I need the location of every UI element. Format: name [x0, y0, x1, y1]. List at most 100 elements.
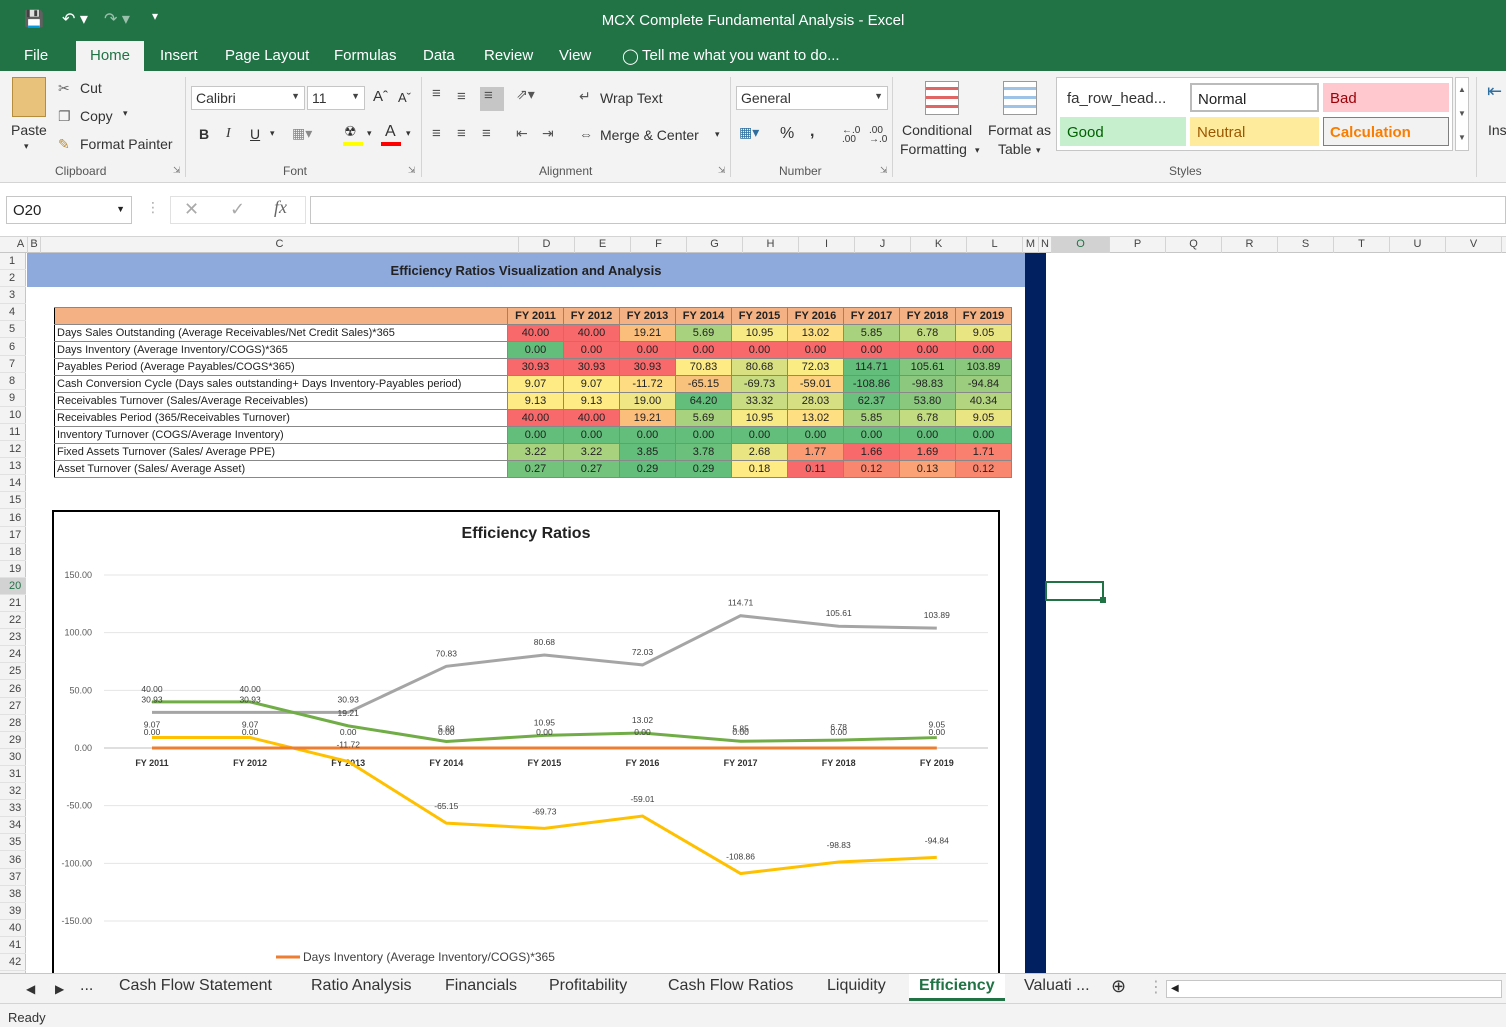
style-fa-row-head[interactable]: fa_row_head...	[1060, 83, 1186, 112]
style-bad[interactable]: Bad	[1323, 83, 1449, 112]
ratio-value-cell[interactable]: 10.95	[731, 409, 788, 427]
font-color-dropdown-icon[interactable]: ▾	[406, 128, 411, 138]
row-header-21[interactable]: 21	[0, 595, 26, 612]
selected-cell-o20[interactable]	[1045, 581, 1106, 603]
ratio-value-cell[interactable]: 0.00	[675, 426, 732, 444]
tab-scroll-left-icon[interactable]: ◀	[26, 982, 36, 996]
ratio-value-cell[interactable]: 30.93	[563, 358, 620, 376]
align-left-icon[interactable]: ≡	[432, 125, 441, 142]
insert-function-icon[interactable]: fx	[274, 197, 287, 217]
ratio-value-cell[interactable]: 40.00	[563, 409, 620, 427]
ratio-value-cell[interactable]: 0.00	[787, 426, 844, 444]
paste-button[interactable]: Paste	[11, 122, 47, 138]
ratio-value-cell[interactable]: 80.68	[731, 358, 788, 376]
row-header-33[interactable]: 33	[0, 800, 26, 818]
ratio-value-cell[interactable]: 0.27	[507, 460, 564, 478]
ratio-value-cell[interactable]: 3.22	[507, 443, 564, 461]
ratio-value-cell[interactable]: 0.00	[507, 341, 564, 359]
row-header-26[interactable]: 26	[0, 681, 26, 698]
format-as-table-dropdown-icon[interactable]: ▾	[1036, 145, 1041, 155]
tab-review[interactable]: Review	[484, 47, 534, 64]
styles-scroll[interactable]: ▲ ▼ ▼	[1455, 77, 1469, 151]
ratio-label[interactable]: Receivables Period (365/Receivables Turn…	[54, 409, 508, 427]
ratio-value-cell[interactable]: 40.00	[507, 324, 564, 342]
tab-home[interactable]: Home	[76, 41, 145, 71]
ratio-value-cell[interactable]: 0.00	[563, 426, 620, 444]
cancel-icon[interactable]: ✕	[184, 199, 200, 219]
horizontal-scrollbar[interactable]: ◀	[1166, 980, 1502, 998]
ratio-value-cell[interactable]: 5.69	[675, 409, 732, 427]
ratio-value-cell[interactable]: 72.03	[787, 358, 844, 376]
row-header-27[interactable]: 27	[0, 698, 26, 715]
column-header-f[interactable]: F	[631, 237, 687, 253]
undo-icon[interactable]: ↶ ▾	[62, 11, 88, 28]
ratio-value-cell[interactable]: 0.00	[507, 426, 564, 444]
ratio-value-cell[interactable]: 0.00	[899, 426, 956, 444]
series-line-0[interactable]	[152, 614, 937, 714]
ratio-value-cell[interactable]: 19.21	[619, 409, 676, 427]
ratio-value-cell[interactable]: 5.85	[843, 409, 900, 427]
tab-cash-flow-statement[interactable]: Cash Flow Statement	[119, 977, 272, 994]
ratio-value-cell[interactable]: 0.00	[787, 341, 844, 359]
font-color-icon[interactable]: A	[385, 123, 396, 140]
formula-input[interactable]	[310, 196, 1506, 224]
alignment-launcher-icon[interactable]: ⇲	[718, 165, 726, 175]
ratio-value-cell[interactable]: 3.78	[675, 443, 732, 461]
ratio-value-cell[interactable]: 103.89	[955, 358, 1012, 376]
font-name-dropdown[interactable]: Calibri ▼	[191, 86, 305, 110]
save-icon[interactable]: 💾	[24, 11, 44, 28]
tab-split-icon[interactable]: ⋮	[1148, 979, 1164, 996]
ratio-value-cell[interactable]: 19.00	[619, 392, 676, 410]
row-header-19[interactable]: 19	[0, 561, 26, 578]
column-header-q[interactable]: Q	[1166, 237, 1222, 253]
row-header-11[interactable]: 11	[0, 424, 26, 441]
row-header-41[interactable]: 41	[0, 937, 26, 954]
row-header-24[interactable]: 24	[0, 646, 26, 664]
align-right-icon[interactable]: ≡	[482, 125, 491, 142]
row-header-29[interactable]: 29	[0, 732, 26, 749]
column-header-t[interactable]: T	[1334, 237, 1390, 253]
align-top-icon[interactable]: ≡	[432, 85, 441, 102]
font-launcher-icon[interactable]: ⇲	[408, 165, 416, 175]
row-header-38[interactable]: 38	[0, 886, 26, 903]
ratio-value-cell[interactable]: 64.20	[675, 392, 732, 410]
ratio-value-cell[interactable]: -59.01	[787, 375, 844, 393]
ratio-value-cell[interactable]: -11.72	[619, 375, 676, 393]
increase-indent-icon[interactable]: ⇥	[542, 125, 554, 141]
tab-more-left[interactable]: ...	[80, 977, 94, 994]
ratio-value-cell[interactable]: 0.29	[675, 460, 732, 478]
row-header-34[interactable]: 34	[0, 817, 26, 835]
ratio-value-cell[interactable]: 9.13	[563, 392, 620, 410]
row-header-9[interactable]: 9	[0, 390, 26, 407]
ratio-value-cell[interactable]: 13.02	[787, 324, 844, 342]
fill-color-icon[interactable]: ☢	[344, 123, 357, 139]
ratio-value-cell[interactable]: -65.15	[675, 375, 732, 393]
tab-cash-flow-ratios[interactable]: Cash Flow Ratios	[668, 977, 794, 994]
ratio-value-cell[interactable]: 13.02	[787, 409, 844, 427]
ratio-label[interactable]: Days Inventory (Average Inventory/COGS)*…	[54, 341, 508, 359]
ratio-label[interactable]: Payables Period (Average Payables/COGS*3…	[54, 358, 508, 376]
ratio-value-cell[interactable]: 1.69	[899, 443, 956, 461]
decrease-indent-icon[interactable]: ⇤	[516, 125, 528, 141]
column-header-g[interactable]: G	[687, 237, 743, 253]
ratio-value-cell[interactable]: 3.85	[619, 443, 676, 461]
italic-button[interactable]: I	[226, 126, 231, 141]
row-header-36[interactable]: 36	[0, 852, 26, 869]
ratio-value-cell[interactable]: 40.00	[563, 324, 620, 342]
column-header-l[interactable]: L	[967, 237, 1023, 253]
merge-dropdown-icon[interactable]: ▾	[715, 129, 720, 139]
row-header-25[interactable]: 25	[0, 663, 26, 681]
efficiency-ratios-chart[interactable]: Efficiency Ratios 150.00 100.00 50.00 0.00 -…	[52, 510, 1000, 973]
ratio-value-cell[interactable]: 9.05	[955, 324, 1012, 342]
column-header-k[interactable]: K	[911, 237, 967, 253]
ratio-value-cell[interactable]: 0.00	[731, 341, 788, 359]
tab-data[interactable]: Data	[423, 47, 455, 64]
row-header-23[interactable]: 23	[0, 629, 26, 647]
ratio-label[interactable]: Cash Conversion Cycle (Days sales outsta…	[54, 375, 508, 393]
row-header-18[interactable]: 18	[0, 544, 26, 561]
ratio-value-cell[interactable]: 0.12	[843, 460, 900, 478]
ratio-value-cell[interactable]: 9.05	[955, 409, 1012, 427]
row-header-2[interactable]: 2	[0, 270, 26, 288]
ratio-label[interactable]: Days Sales Outstanding (Average Receivab…	[54, 324, 508, 342]
tab-insert[interactable]: Insert	[160, 47, 198, 64]
